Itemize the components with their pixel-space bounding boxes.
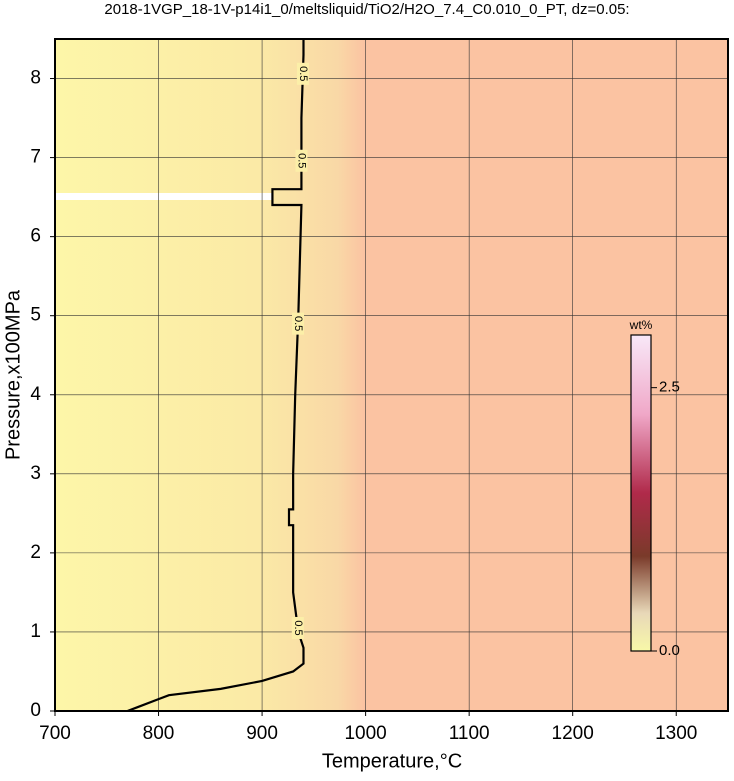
- y-tick-label: 0: [30, 700, 41, 721]
- y-tick-label: 7: [30, 147, 41, 168]
- x-tick-label: 1000: [344, 723, 386, 744]
- missing-data-stripe: [55, 193, 272, 200]
- contour-line: [127, 39, 305, 713]
- x-tick-label: 1200: [552, 723, 594, 744]
- x-tick-label: 700: [39, 723, 71, 744]
- y-tick-label: 8: [30, 68, 41, 89]
- y-tick-label: 6: [30, 226, 41, 247]
- colorbar-tick-label: 2.5: [659, 379, 680, 396]
- plot-background: [55, 39, 728, 711]
- x-tick-label: 1100: [449, 723, 490, 744]
- y-axis-label: Pressure,x100MPa: [2, 289, 24, 460]
- contour-label-bg: [295, 149, 308, 172]
- x-tick-label: 800: [143, 723, 175, 744]
- contour-label: 0.5: [292, 620, 304, 635]
- colorbar-tick-label: 0.0: [659, 642, 680, 659]
- contour-label-bg: [292, 312, 305, 335]
- y-tick-label: 2: [30, 542, 41, 563]
- contour-label: 0.5: [296, 153, 308, 168]
- contour-label: 0.5: [292, 316, 304, 331]
- x-axis-label: Temperature,°C: [322, 750, 462, 772]
- plot-frame: [54, 38, 729, 712]
- contour-label-bg: [291, 616, 304, 639]
- contour-label: 0.5: [297, 66, 309, 81]
- y-tick-label: 1: [30, 621, 41, 642]
- x-tick-label: 900: [246, 723, 278, 744]
- x-tick-label: 1300: [655, 723, 697, 744]
- colorbar-label: wt%: [629, 318, 653, 332]
- colorbar: [630, 334, 652, 652]
- chart-title: 2018-1VGP_18-1V-p14i1_0/meltsliquid/TiO2…: [104, 1, 629, 18]
- y-tick-label: 4: [30, 384, 41, 405]
- y-tick-label: 5: [30, 305, 41, 326]
- y-tick-label: 3: [30, 463, 41, 484]
- contour-label-bg: [296, 62, 309, 85]
